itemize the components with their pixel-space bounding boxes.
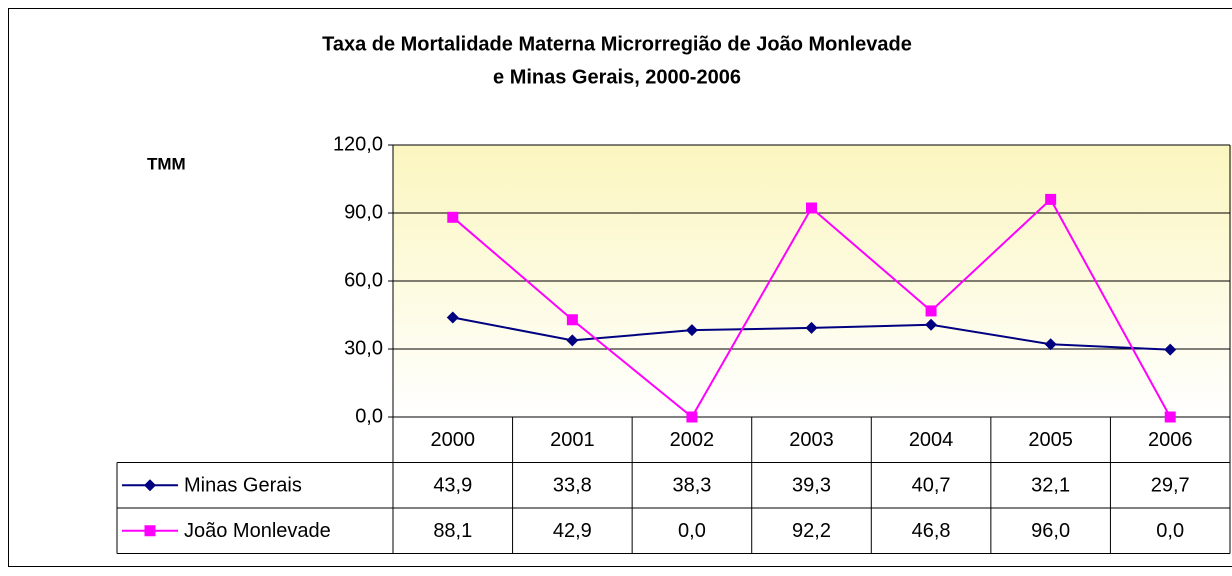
- data-point: [566, 314, 578, 326]
- legend-label: Minas Gerais: [184, 475, 302, 497]
- data-point: [1164, 343, 1177, 356]
- chart-frame: [8, 8, 1232, 567]
- y-tick-label: 90,0: [344, 201, 383, 223]
- data-point: [1164, 411, 1176, 423]
- y-tick-label: 60,0: [344, 269, 383, 291]
- x-tick-label: 2004: [909, 429, 954, 451]
- table-value: 32,1: [1031, 475, 1070, 497]
- x-tick-label: 2006: [1148, 429, 1193, 451]
- data-point: [1044, 338, 1057, 351]
- x-tick-label: 2005: [1028, 429, 1073, 451]
- legend-marker: [144, 479, 156, 492]
- x-tick-label: 2001: [550, 429, 595, 451]
- y-tick-label: 120,0: [333, 133, 383, 155]
- x-tick-label: 2002: [670, 429, 715, 451]
- data-point: [447, 211, 459, 223]
- table-value: 29,7: [1151, 475, 1190, 497]
- table-value: 42,9: [553, 520, 592, 542]
- data-point: [686, 411, 698, 423]
- chart-title: Taxa de Mortalidade Materna Microrregião…: [322, 33, 912, 55]
- data-point: [925, 318, 938, 331]
- y-axis-label: TMM: [147, 154, 186, 173]
- table-value: 43,9: [433, 475, 472, 497]
- table-value: 38,3: [672, 475, 711, 497]
- table-value: 0,0: [1156, 520, 1184, 542]
- table-value: 39,3: [792, 475, 831, 497]
- data-point: [1045, 193, 1057, 205]
- table-value: 40,7: [912, 475, 951, 497]
- data-point: [566, 334, 579, 347]
- table-value: 88,1: [433, 520, 472, 542]
- data-point: [685, 324, 698, 337]
- data-point: [446, 311, 459, 324]
- x-tick-label: 2000: [431, 429, 476, 451]
- table-value: 92,2: [792, 520, 831, 542]
- data-point: [806, 202, 817, 214]
- data-point: [925, 305, 937, 317]
- table-value: 46,8: [912, 520, 951, 542]
- y-tick-label: 0,0: [355, 405, 383, 427]
- legend-label: João Monlevade: [184, 520, 331, 542]
- table-value: 96,0: [1031, 520, 1070, 542]
- y-tick-label: 30,0: [344, 337, 383, 359]
- table-value: 33,8: [553, 475, 592, 497]
- data-point: [805, 321, 818, 334]
- table-value: 0,0: [678, 520, 706, 542]
- x-tick-label: 2003: [789, 429, 834, 451]
- legend-marker: [144, 525, 156, 537]
- chart-title: e Minas Gerais, 2000-2006: [493, 66, 741, 88]
